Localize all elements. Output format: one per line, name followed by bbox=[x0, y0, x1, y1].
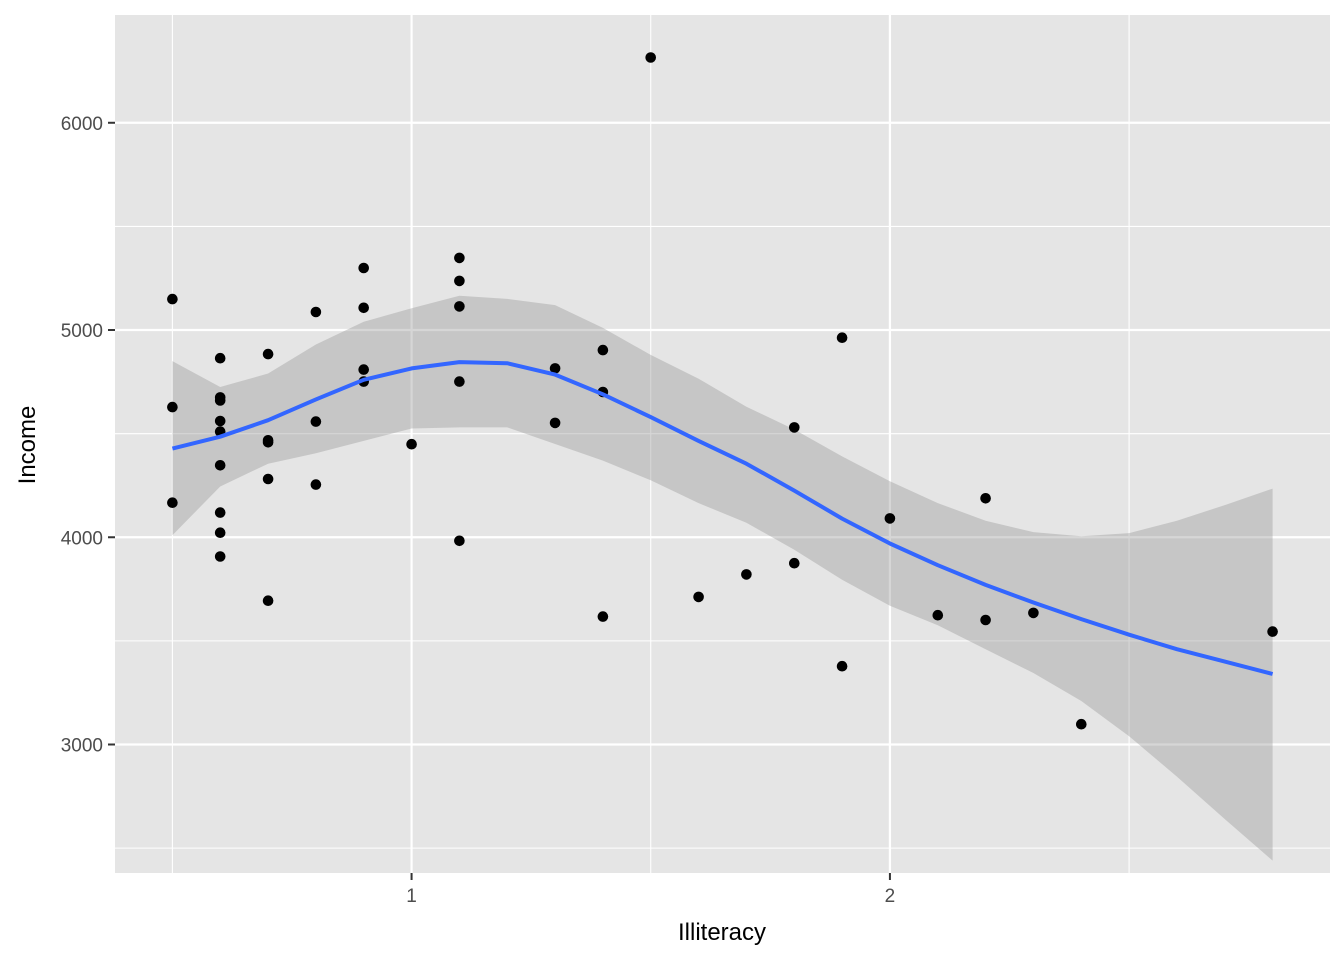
data-point bbox=[454, 275, 465, 287]
major-gridlines bbox=[115, 15, 1330, 873]
data-point bbox=[980, 493, 991, 504]
data-point bbox=[741, 569, 752, 580]
data-point bbox=[454, 252, 465, 264]
data-point bbox=[789, 557, 800, 569]
data-point bbox=[167, 293, 178, 305]
data-point bbox=[645, 52, 656, 63]
data-point bbox=[980, 614, 991, 626]
y-tick-label: 3000 bbox=[61, 736, 103, 757]
data-point bbox=[454, 301, 465, 312]
data-point bbox=[549, 363, 561, 374]
data-point bbox=[789, 422, 800, 433]
data-point bbox=[932, 609, 944, 621]
data-point bbox=[884, 513, 896, 524]
data-point bbox=[549, 417, 561, 429]
data-point bbox=[214, 352, 226, 364]
data-point bbox=[310, 416, 322, 427]
data-point bbox=[214, 395, 226, 406]
data-point bbox=[262, 473, 274, 485]
data-point bbox=[358, 262, 370, 274]
data-point bbox=[597, 344, 609, 356]
data-point bbox=[214, 415, 226, 427]
y-axis: 3000 4000 5000 6000 bbox=[61, 114, 115, 757]
data-point bbox=[262, 595, 274, 606]
x-axis-title: Illiteracy bbox=[678, 919, 766, 946]
y-axis-title: Income bbox=[14, 406, 41, 485]
data-point bbox=[167, 497, 178, 509]
data-point bbox=[310, 479, 322, 490]
y-tick-label: 6000 bbox=[61, 114, 103, 135]
data-point bbox=[406, 438, 417, 450]
x-tick-label: 1 bbox=[406, 886, 417, 907]
data-point bbox=[214, 527, 226, 538]
x-tick-label: 2 bbox=[885, 886, 896, 907]
data-point bbox=[167, 401, 178, 413]
data-point bbox=[214, 460, 226, 471]
data-point bbox=[262, 348, 274, 360]
y-tick-label: 4000 bbox=[61, 528, 103, 549]
data-point bbox=[310, 306, 322, 318]
data-point bbox=[214, 551, 226, 562]
data-point bbox=[1267, 626, 1278, 637]
data-point bbox=[358, 364, 370, 375]
data-point bbox=[214, 507, 226, 518]
data-point bbox=[693, 591, 704, 603]
y-tick-label: 5000 bbox=[61, 321, 103, 342]
data-points bbox=[167, 52, 1278, 730]
data-point bbox=[836, 660, 848, 672]
minor-gridlines bbox=[115, 15, 1330, 873]
data-point bbox=[836, 332, 848, 344]
data-point bbox=[597, 611, 609, 622]
data-point bbox=[1076, 718, 1087, 730]
data-point bbox=[262, 437, 274, 448]
data-point bbox=[454, 535, 465, 547]
confidence-band bbox=[172, 295, 1273, 861]
smooth-line bbox=[171, 360, 1274, 676]
data-point bbox=[1028, 607, 1039, 619]
data-point bbox=[454, 376, 465, 387]
data-point bbox=[358, 302, 370, 314]
plot-panel bbox=[115, 15, 1330, 873]
